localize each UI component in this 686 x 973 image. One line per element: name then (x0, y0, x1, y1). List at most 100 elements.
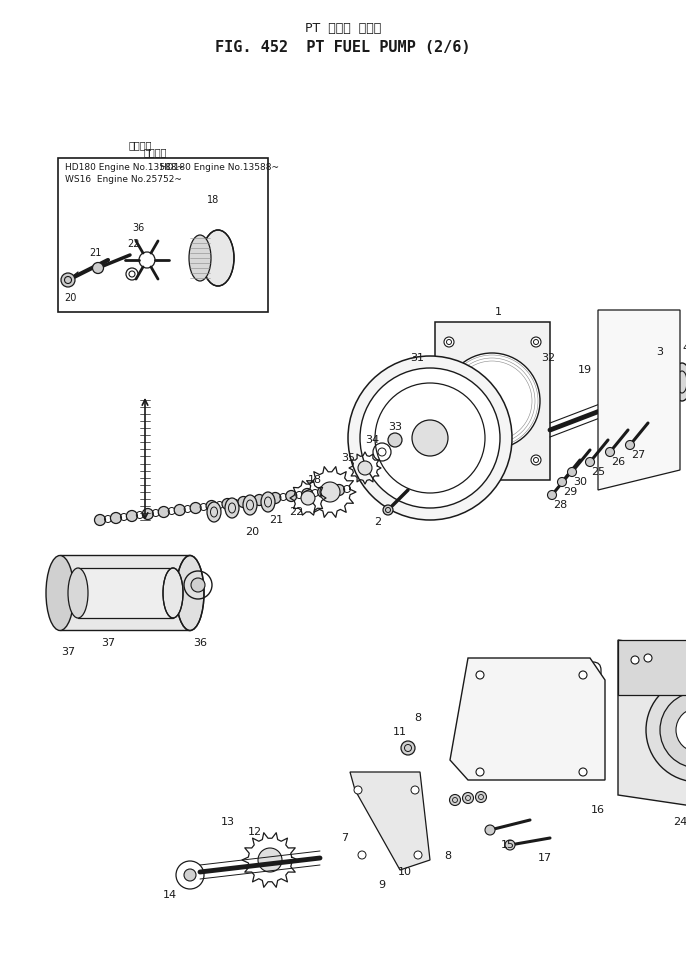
Circle shape (358, 851, 366, 859)
Text: 13: 13 (221, 817, 235, 827)
Circle shape (660, 692, 686, 768)
Circle shape (579, 768, 587, 776)
Circle shape (476, 768, 484, 776)
Text: 37: 37 (61, 647, 75, 657)
Text: 11: 11 (393, 727, 407, 737)
Text: 2: 2 (375, 517, 381, 527)
Polygon shape (450, 658, 605, 780)
Circle shape (449, 795, 460, 806)
Text: 20: 20 (245, 527, 259, 537)
Text: 10: 10 (398, 867, 412, 877)
Polygon shape (598, 310, 680, 490)
Text: 28: 28 (553, 500, 567, 510)
Text: WS16  Engine No.25752~: WS16 Engine No.25752~ (65, 174, 182, 184)
Circle shape (348, 356, 512, 520)
Circle shape (126, 511, 137, 522)
Circle shape (190, 502, 201, 514)
Text: 21: 21 (88, 248, 102, 258)
Text: 16: 16 (591, 805, 605, 815)
Circle shape (360, 368, 500, 508)
Circle shape (301, 491, 315, 505)
Text: 18: 18 (308, 475, 322, 485)
Polygon shape (435, 322, 550, 480)
Circle shape (61, 273, 75, 287)
Text: 30: 30 (573, 477, 587, 487)
Text: 18: 18 (207, 195, 219, 205)
Circle shape (444, 455, 454, 465)
Circle shape (388, 433, 402, 447)
Text: PT  フエル  ポンプ: PT フエル ポンプ (305, 21, 381, 34)
Text: 37: 37 (101, 638, 115, 648)
Circle shape (476, 671, 484, 679)
Circle shape (184, 869, 196, 881)
Text: 22: 22 (289, 507, 303, 517)
Circle shape (412, 420, 448, 456)
Text: 36: 36 (132, 223, 144, 233)
Bar (618, 640, 686, 695)
Text: 26: 26 (611, 457, 625, 467)
Text: 31: 31 (410, 353, 424, 363)
Text: 36: 36 (193, 638, 207, 648)
Text: 35: 35 (341, 453, 355, 463)
Text: 適用番号: 適用番号 (128, 140, 152, 150)
Circle shape (646, 678, 686, 782)
Text: 22: 22 (127, 239, 139, 249)
Ellipse shape (163, 568, 183, 618)
Text: 34: 34 (365, 435, 379, 445)
Text: 21: 21 (269, 515, 283, 525)
Text: 8: 8 (414, 713, 422, 723)
Ellipse shape (261, 492, 275, 512)
Text: HD180 Engine No.13588~: HD180 Engine No.13588~ (160, 162, 279, 171)
Text: FIG. 452  PT FUEL PUMP (2/6): FIG. 452 PT FUEL PUMP (2/6) (215, 41, 471, 55)
Text: 19: 19 (578, 365, 592, 375)
Circle shape (547, 490, 556, 499)
Text: 14: 14 (163, 890, 177, 900)
Text: 33: 33 (388, 422, 402, 432)
Text: 24: 24 (673, 817, 686, 827)
Circle shape (191, 578, 205, 592)
Ellipse shape (202, 230, 234, 286)
Circle shape (354, 786, 362, 794)
Ellipse shape (189, 235, 211, 281)
Text: 4: 4 (683, 343, 686, 353)
Circle shape (158, 507, 169, 518)
Text: 32: 32 (541, 353, 555, 363)
Ellipse shape (243, 495, 257, 515)
Ellipse shape (176, 556, 204, 631)
Circle shape (579, 671, 587, 679)
Circle shape (401, 741, 415, 755)
Ellipse shape (68, 568, 88, 618)
Circle shape (93, 263, 104, 273)
Bar (58, 158, 268, 312)
Circle shape (174, 504, 185, 516)
Circle shape (222, 498, 233, 510)
Circle shape (444, 337, 454, 347)
Text: 1: 1 (495, 307, 501, 317)
Circle shape (631, 656, 639, 664)
Circle shape (444, 353, 540, 449)
Circle shape (414, 851, 422, 859)
Circle shape (333, 485, 344, 495)
Circle shape (676, 708, 686, 752)
Bar (78, 568, 173, 618)
Bar (60, 555, 190, 630)
Text: 27: 27 (631, 450, 645, 460)
Circle shape (585, 457, 595, 466)
Polygon shape (350, 772, 430, 870)
Text: 15: 15 (501, 840, 515, 850)
Text: 3: 3 (657, 347, 663, 357)
Circle shape (505, 840, 515, 850)
Circle shape (567, 467, 576, 477)
Text: 9: 9 (379, 880, 386, 890)
Circle shape (258, 848, 282, 872)
Circle shape (95, 515, 106, 525)
Circle shape (383, 505, 393, 515)
Circle shape (462, 792, 473, 804)
Circle shape (270, 492, 281, 503)
Text: HD180 Engine No.13588~: HD180 Engine No.13588~ (65, 162, 184, 171)
Ellipse shape (673, 363, 686, 401)
Circle shape (238, 496, 249, 508)
Circle shape (358, 461, 372, 475)
Circle shape (485, 825, 495, 835)
Ellipse shape (46, 556, 74, 631)
